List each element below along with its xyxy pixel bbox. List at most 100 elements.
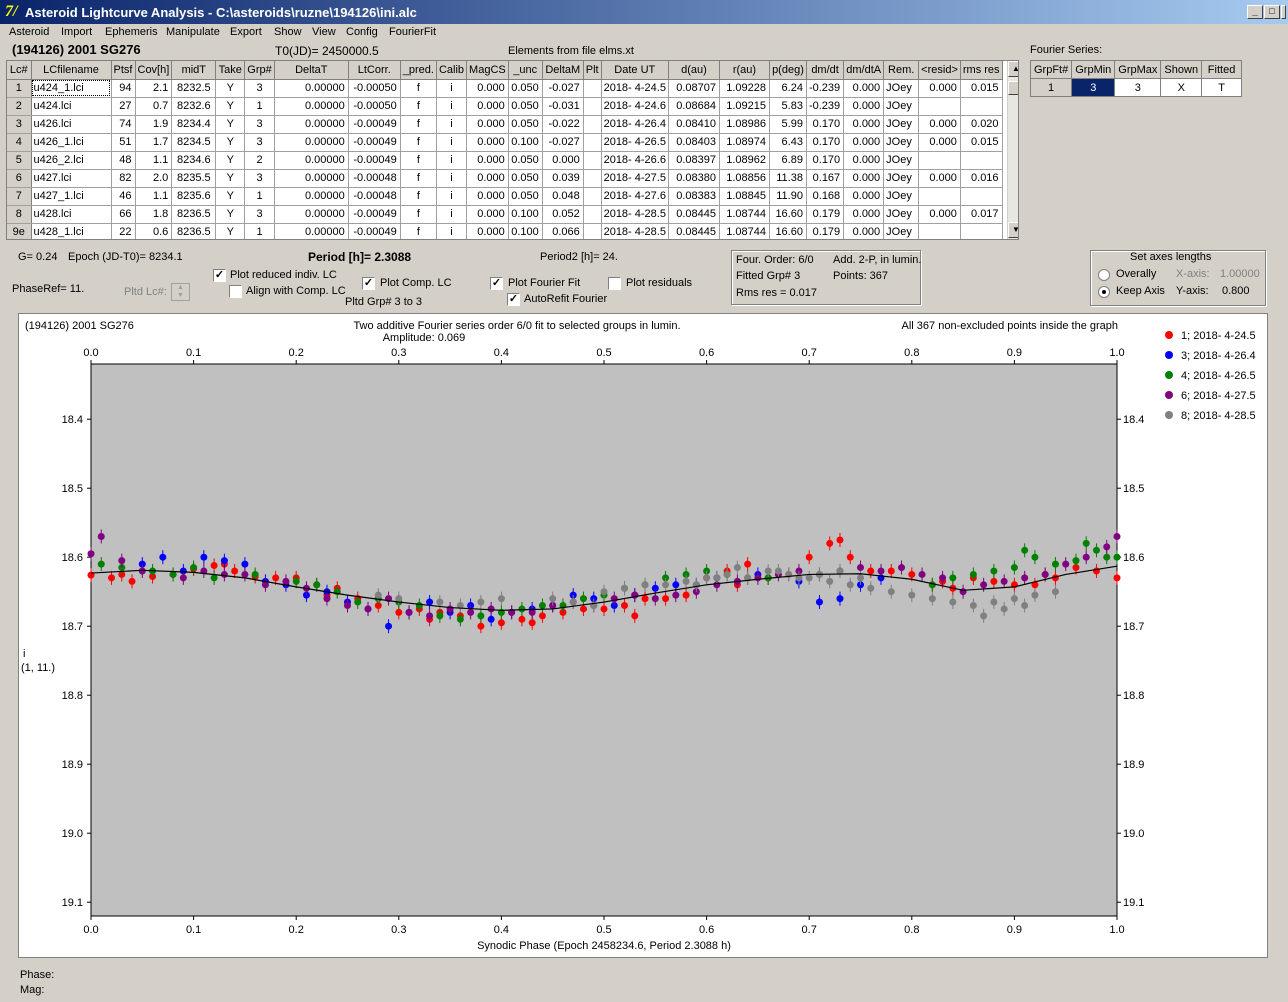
table-cell[interactable]: 16.60 [769, 205, 807, 224]
table-cell[interactable] [583, 187, 602, 206]
table-cell[interactable]: 0.08410 [668, 115, 720, 134]
table-cell[interactable]: i [436, 187, 468, 206]
table-cell[interactable]: 0.170 [806, 151, 845, 170]
fourier-series-table[interactable]: GrpFt# GrpMin GrpMax Shown Fitted 1 3 3 … [1030, 60, 1243, 97]
table-cell[interactable]: u427_1.lci [31, 187, 112, 206]
table-cell[interactable]: 0.08684 [668, 97, 720, 116]
table-cell[interactable]: f [400, 151, 437, 170]
col-header-16[interactable]: d(au) [668, 61, 720, 80]
table-cell[interactable]: Y [215, 223, 246, 239]
table-cell[interactable] [918, 151, 961, 170]
table-row[interactable]: 6 u427.lci 82 2.0 8235.5 Y 3 0.00000 -0.00048 f i 0… [7, 169, 1003, 188]
table-cell[interactable]: 1.08986 [719, 115, 770, 134]
table-cell[interactable] [583, 205, 602, 224]
col-header-6[interactable]: Grp# [244, 61, 275, 80]
table-cell[interactable]: 1.08845 [719, 187, 770, 206]
table-cell[interactable]: 1.8 [135, 205, 173, 224]
col-header-22[interactable]: <resid> [918, 61, 961, 80]
table-cell[interactable]: 0.08403 [668, 133, 720, 152]
table-cell[interactable]: 0.000 [466, 187, 509, 206]
table-cell[interactable]: f [400, 223, 437, 239]
table-cell[interactable]: 0.168 [806, 187, 845, 206]
table-cell[interactable]: 0.050 [508, 79, 543, 98]
table-cell[interactable]: 0.000 [843, 205, 885, 224]
table-cell[interactable]: 2018- 4-28.5 [601, 223, 669, 239]
table-cell[interactable]: JOey [883, 97, 920, 116]
table-cell[interactable]: Y [215, 187, 246, 206]
table-cell[interactable]: 8232.6 [171, 97, 217, 116]
table-cell[interactable]: 0.000 [843, 187, 885, 206]
table-cell[interactable]: 0.017 [960, 205, 1003, 224]
table-cell[interactable]: 11.38 [769, 169, 807, 188]
col-header-19[interactable]: dm/dt [806, 61, 845, 80]
table-cell[interactable] [918, 97, 961, 116]
table-cell[interactable]: 8232.5 [171, 79, 217, 98]
table-cell[interactable] [960, 97, 1003, 116]
table-cell[interactable]: -0.00049 [348, 205, 401, 224]
menu-ephemeris[interactable]: Ephemeris [105, 26, 158, 38]
table-cell[interactable]: Y [215, 205, 246, 224]
col-header-5[interactable]: Take [215, 61, 246, 80]
menu-fourierfit[interactable]: FourierFit [389, 26, 437, 38]
col-header-1[interactable]: LCfilename [31, 61, 112, 80]
col-header-23[interactable]: rms res [960, 61, 1003, 80]
table-cell[interactable]: 1.09215 [719, 97, 770, 116]
table-cell[interactable]: 1 [244, 187, 275, 206]
table-cell[interactable]: 8236.5 [171, 205, 217, 224]
table-cell[interactable]: 0.7 [135, 97, 173, 116]
col-header-13[interactable]: DeltaM [542, 61, 584, 80]
col-header-11[interactable]: MagCS [466, 61, 509, 80]
table-cell[interactable]: Y [215, 97, 246, 116]
col-header-18[interactable]: p(deg) [769, 61, 807, 80]
overally-radio[interactable] [1098, 269, 1110, 281]
table-cell[interactable]: 8234.6 [171, 151, 217, 170]
table-cell[interactable]: u428_1.lci [31, 223, 112, 239]
table-cell[interactable]: 82 [111, 169, 136, 188]
table-cell[interactable]: 0.000 [843, 133, 885, 152]
table-cell[interactable]: 0.170 [806, 133, 845, 152]
table-cell[interactable]: 0.00000 [274, 169, 349, 188]
table-row[interactable]: 9e u428_1.lci 22 0.6 8236.5 Y 1 0.00000 -0.00049… [7, 223, 1003, 239]
table-cell[interactable]: 0.000 [918, 79, 961, 98]
table-cell[interactable]: JOey [883, 169, 920, 188]
table-cell[interactable]: JOey [883, 223, 920, 239]
table-cell[interactable]: 0.08380 [668, 169, 720, 188]
table-cell[interactable]: 0.000 [466, 97, 509, 116]
table-cell[interactable] [583, 97, 602, 116]
table-cell[interactable]: JOey [883, 115, 920, 134]
table-cell[interactable]: f [400, 79, 437, 98]
col-header-14[interactable]: Plt [583, 61, 602, 80]
fourier-cell-grpmax[interactable]: 3 [1114, 78, 1162, 97]
table-cell[interactable]: 0.016 [960, 169, 1003, 188]
table-row[interactable]: 5 u426_2.lci 48 1.1 8234.6 Y 2 0.00000 -0.00049 f… [7, 151, 1003, 170]
table-cell[interactable]: Y [215, 79, 246, 98]
keep-axis-radio[interactable] [1098, 286, 1110, 298]
table-cell[interactable]: 3 [244, 133, 275, 152]
col-header-15[interactable]: Date UT [601, 61, 669, 80]
table-cell[interactable]: 1.08744 [719, 205, 770, 224]
table-cell[interactable]: Y [215, 133, 246, 152]
table-cell[interactable]: 0.000 [466, 169, 509, 188]
menu-show[interactable]: Show [274, 26, 302, 38]
table-cell[interactable]: 3 [244, 205, 275, 224]
table-cell[interactable]: 0.179 [806, 205, 845, 224]
scroll-up-icon[interactable]: ▲ [1008, 61, 1018, 77]
table-cell[interactable]: 5.99 [769, 115, 807, 134]
col-header-8[interactable]: LtCorr. [348, 61, 401, 80]
plot-fourier-checkbox[interactable]: ✓ [490, 277, 503, 290]
table-cell[interactable]: 22 [111, 223, 136, 239]
table-cell[interactable]: 0.000 [843, 79, 885, 98]
phaseref-label[interactable]: PhaseRef= 11. [12, 283, 85, 295]
table-cell[interactable]: i [436, 205, 468, 224]
table-cell[interactable]: 2018- 4-24.6 [601, 97, 669, 116]
table-cell[interactable]: 0.050 [508, 151, 543, 170]
table-cell[interactable]: Y [215, 151, 246, 170]
menu-asteroid[interactable]: Asteroid [9, 26, 50, 38]
table-cell[interactable]: 9e [7, 223, 32, 239]
table-cell[interactable]: 0.000 [918, 205, 961, 224]
fourier-cell-shown[interactable]: X [1160, 78, 1203, 97]
plot-frame[interactable]: (194126) 2001 SG276 Two additive Fourier… [18, 313, 1268, 958]
table-cell[interactable]: i [436, 133, 468, 152]
table-cell[interactable]: u426_1.lci [31, 133, 112, 152]
table-cell[interactable]: 1.08962 [719, 151, 770, 170]
